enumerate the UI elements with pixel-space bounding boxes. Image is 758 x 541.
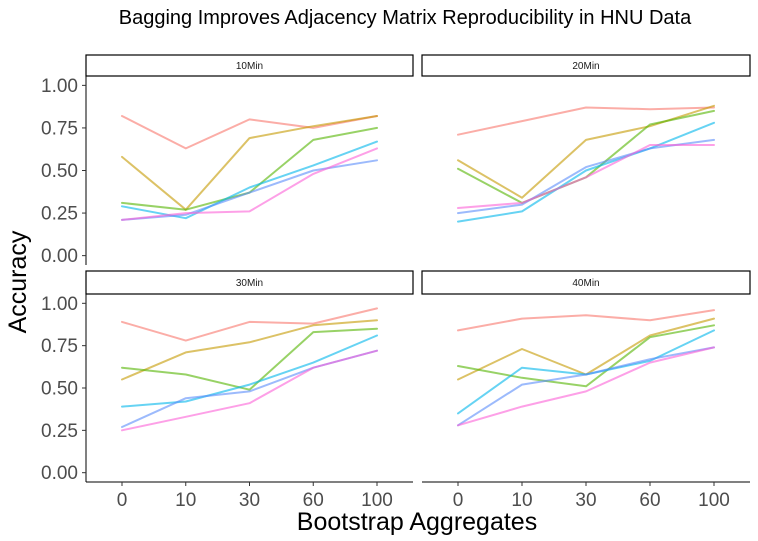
y-tick-label: 0.25 [41, 421, 78, 442]
facet-grid: 10Min 0.00 0.25 0.50 0.75 1.00 20Min 30Min 0.00 0… [41, 54, 751, 511]
series-line-1 [457, 309, 715, 332]
y-tick-label: 0.75 [41, 118, 78, 139]
series-line-2 [121, 319, 378, 381]
x-tick-label: 100 [361, 490, 393, 511]
series-line-3 [457, 324, 715, 388]
series-line-6 [457, 144, 715, 209]
series-line-6 [121, 147, 378, 221]
series-line-6 [457, 346, 715, 427]
facet-strip-label: 30Min [236, 278, 263, 289]
y-tick-label: 0.25 [41, 204, 78, 225]
y-axis-title: Accuracy [4, 230, 32, 333]
y-tick-label: 0.00 [41, 463, 78, 484]
series-line-6 [121, 349, 378, 432]
facet-strip-label: 20Min [572, 61, 599, 72]
series-line-5 [121, 159, 378, 221]
chart-title: Bagging Improves Adjacency Matrix Reprod… [119, 7, 692, 29]
series-line-4 [121, 334, 378, 408]
x-tick-label: 60 [303, 490, 324, 511]
facet-strip-label: 10Min [236, 61, 263, 72]
facet-panel-40Min: 40Min 0 10 30 60 100 [421, 270, 751, 511]
facet-strip [421, 54, 751, 77]
y-tick-label: 0.75 [41, 336, 78, 357]
series-line-3 [121, 327, 378, 391]
facet-panel-20Min: 20Min [421, 54, 751, 223]
x-tick-label: 60 [639, 490, 660, 511]
facet-strip-label: 40Min [572, 278, 599, 289]
x-tick-label: 0 [117, 490, 128, 511]
series-line-4 [457, 121, 715, 223]
x-tick-label: 0 [453, 490, 464, 511]
series-line-3 [457, 109, 715, 204]
x-tick-label: 30 [239, 490, 260, 511]
facet-strip [421, 270, 751, 295]
y-tick-label: 1.00 [41, 294, 78, 315]
facet-strip [85, 270, 414, 295]
y-tick-label: 0.50 [41, 379, 78, 400]
x-axis-title: Bootstrap Aggregates [297, 508, 537, 536]
series-line-1 [121, 307, 378, 342]
series-line-3 [121, 126, 378, 211]
facet-strip [85, 54, 414, 77]
y-tick-label: 0.50 [41, 161, 78, 182]
y-tick-label: 1.00 [41, 76, 78, 97]
x-tick-label: 100 [698, 490, 730, 511]
x-tick-label: 10 [511, 490, 532, 511]
y-tick-label: 0.00 [41, 246, 78, 267]
x-tick-label: 30 [575, 490, 596, 511]
series-line-4 [121, 140, 378, 220]
series-line-1 [457, 106, 715, 136]
x-tick-label: 10 [175, 490, 196, 511]
facet-panel-10Min: 10Min 0.00 0.25 0.50 0.75 1.00 [41, 54, 414, 267]
series-line-2 [121, 115, 378, 211]
series-line-1 [121, 115, 378, 150]
series-line-5 [457, 346, 715, 427]
facet-panel-30Min: 30Min 0.00 0.25 0.50 0.75 1.00 0 10 30 60 100 [41, 270, 414, 511]
